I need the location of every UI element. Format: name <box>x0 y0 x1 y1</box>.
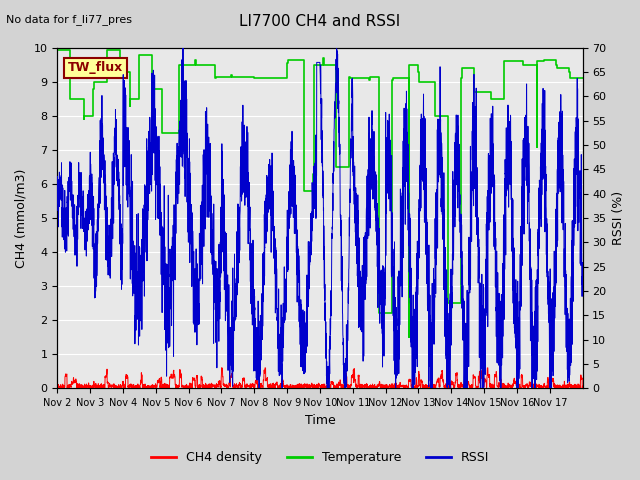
Text: LI7700 CH4 and RSSI: LI7700 CH4 and RSSI <box>239 14 401 29</box>
X-axis label: Time: Time <box>305 414 335 427</box>
Y-axis label: CH4 (mmol/m3): CH4 (mmol/m3) <box>15 168 28 268</box>
Y-axis label: RSSI (%): RSSI (%) <box>612 191 625 245</box>
Legend: CH4 density, Temperature, RSSI: CH4 density, Temperature, RSSI <box>146 446 494 469</box>
Text: No data for f_li77_pres: No data for f_li77_pres <box>6 14 132 25</box>
Text: TW_flux: TW_flux <box>68 61 123 74</box>
